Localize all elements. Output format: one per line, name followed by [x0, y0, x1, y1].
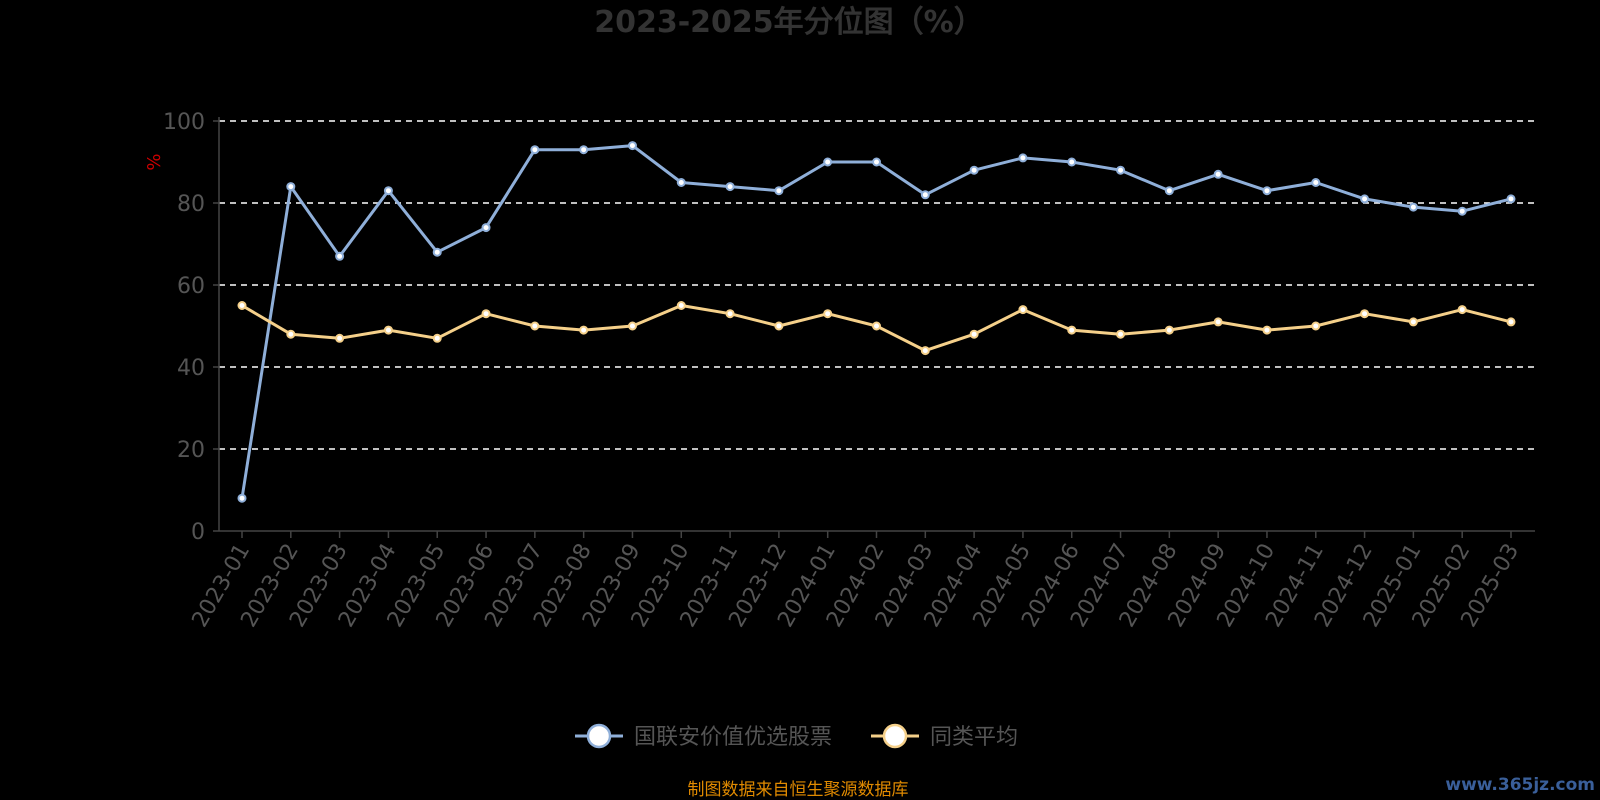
y-tick-label: 60	[177, 274, 205, 299]
data-point[interactable]	[676, 301, 686, 310]
data-point[interactable]	[335, 251, 345, 261]
data-point[interactable]	[432, 247, 442, 257]
data-point[interactable]	[383, 186, 393, 196]
data-point[interactable]	[335, 333, 345, 343]
data-point[interactable]	[1457, 206, 1467, 216]
data-point[interactable]	[530, 145, 540, 155]
data-point[interactable]	[1018, 305, 1028, 315]
legend-label: 国联安价值优选股票	[634, 725, 832, 750]
data-point[interactable]	[286, 329, 296, 339]
data-point[interactable]	[872, 321, 881, 331]
chart-title: 2023-2025年分位图（%）	[594, 5, 984, 40]
y-tick-label: 0	[191, 520, 205, 545]
data-point[interactable]	[1457, 305, 1467, 315]
x-axis-ticks: 2023-012023-022023-032023-042023-052023-…	[188, 539, 1525, 631]
data-point[interactable]	[920, 190, 930, 200]
data-point[interactable]	[725, 309, 735, 319]
data-point[interactable]	[920, 346, 930, 356]
series-2	[237, 301, 1516, 356]
legend-swatch-marker	[586, 723, 612, 749]
data-point[interactable]	[1262, 186, 1272, 196]
data-point[interactable]	[383, 325, 393, 335]
data-point[interactable]	[969, 329, 979, 339]
data-point[interactable]	[1067, 325, 1077, 335]
data-point[interactable]	[579, 325, 589, 335]
data-point[interactable]	[1164, 186, 1174, 196]
data-point[interactable]	[432, 333, 442, 343]
data-point[interactable]	[1360, 309, 1370, 319]
series-1	[237, 141, 1516, 503]
data-point[interactable]	[481, 223, 491, 233]
data-point[interactable]	[237, 301, 247, 310]
data-point[interactable]	[286, 182, 296, 192]
watermark: www.365jz.com	[1445, 775, 1595, 795]
y-axis-ticks: 0 20 40 60 80 100	[163, 110, 205, 545]
data-point[interactable]	[481, 309, 491, 319]
axes	[213, 117, 1535, 538]
data-point[interactable]	[579, 145, 589, 155]
data-point[interactable]	[1067, 157, 1077, 167]
data-point[interactable]	[823, 157, 833, 167]
data-point[interactable]	[1408, 317, 1418, 327]
y-tick-label: 40	[177, 356, 205, 381]
series-lines	[237, 141, 1516, 503]
data-source-note: 制图数据来自恒生聚源数据库	[688, 780, 909, 800]
legend-item[interactable]: 同类平均	[871, 723, 1018, 750]
data-point[interactable]	[1311, 178, 1321, 187]
grid-lines	[219, 120, 1535, 450]
y-tick-label: 20	[177, 438, 205, 463]
y-tick-label: 80	[177, 192, 205, 217]
legend[interactable]: 国联安价值优选股票 同类平均	[575, 723, 1018, 750]
data-point[interactable]	[627, 321, 637, 331]
y-axis-unit: %	[144, 153, 165, 170]
data-point[interactable]	[774, 321, 784, 331]
legend-item[interactable]: 国联安价值优选股票	[575, 723, 832, 750]
data-point[interactable]	[823, 309, 833, 319]
data-point[interactable]	[872, 157, 881, 167]
data-point[interactable]	[676, 178, 686, 187]
data-point[interactable]	[1408, 202, 1418, 212]
data-point[interactable]	[725, 182, 735, 192]
data-point[interactable]	[1360, 194, 1370, 204]
data-point[interactable]	[969, 165, 979, 175]
data-point[interactable]	[1213, 317, 1223, 327]
data-point[interactable]	[1116, 329, 1126, 339]
data-point[interactable]	[1311, 321, 1321, 331]
data-point[interactable]	[774, 186, 784, 196]
data-point[interactable]	[627, 141, 637, 151]
data-point[interactable]	[1506, 194, 1516, 204]
data-point[interactable]	[1164, 325, 1174, 335]
y-tick-label: 100	[163, 110, 205, 135]
data-point[interactable]	[1506, 317, 1516, 327]
legend-label: 同类平均	[930, 725, 1018, 750]
data-point[interactable]	[1018, 153, 1028, 163]
data-point[interactable]	[1262, 325, 1272, 335]
legend-swatch-marker	[882, 723, 908, 749]
data-point[interactable]	[1213, 169, 1223, 179]
data-point[interactable]	[1116, 165, 1126, 175]
data-point[interactable]	[530, 321, 540, 331]
data-point[interactable]	[237, 493, 247, 503]
